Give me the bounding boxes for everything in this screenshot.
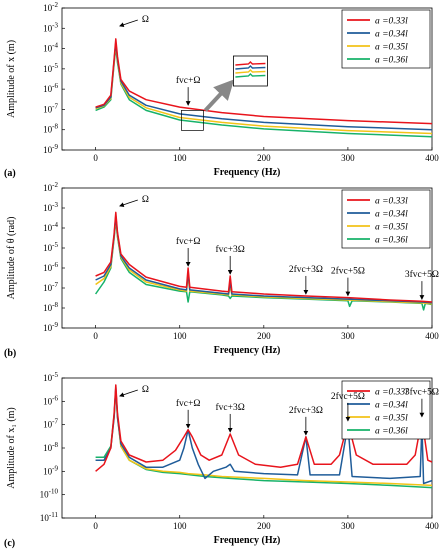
y-tick-label: 10-8 [43, 441, 58, 453]
y-tick-label: 10-10 [40, 488, 59, 500]
chart-panel-1: 10-9 10-8 10-7 10-6 10-5 10-4 10-3 10-2 0 100 200 3… [4, 1, 439, 179]
y-tick-label: 10-8 [43, 301, 58, 313]
y-tick-label: 10-3 [43, 201, 58, 213]
legend-entry: a =0.34l [375, 210, 408, 220]
y-tick-label: 10-5 [43, 371, 58, 383]
series-line-1 [95, 211, 432, 303]
x-tick-label: 200 [257, 331, 271, 341]
x-tick-label: 0 [93, 331, 98, 341]
legend-entry: a =0.34l [375, 401, 408, 411]
annotation-label: fvc+3Ω [216, 244, 245, 255]
zoom-region-box [181, 110, 204, 131]
x-tick-label: 300 [341, 521, 355, 531]
annotation-label: fvc+Ω [176, 75, 201, 86]
legend-entry: a =0.35l [375, 223, 408, 233]
x-tick-label: 0 [93, 153, 98, 163]
annotation-label: 3fvc+5Ω [405, 387, 439, 398]
panel-label: (a) [4, 168, 16, 179]
y-tick-label: 10-7 [43, 418, 58, 430]
annotation-label: 2fvc+3Ω [289, 405, 323, 416]
plot-frame [61, 187, 433, 329]
legend-entry: a =0.36l [375, 427, 408, 437]
annotation-arrow [119, 389, 138, 398]
y-tick-label: 10-6 [43, 394, 58, 406]
x-tick-label: 300 [341, 331, 355, 341]
y-tick-label: 10-4 [43, 42, 58, 54]
zoom-arrow [203, 79, 235, 112]
y-tick-label: 10-9 [43, 321, 58, 333]
legend-entry: a =0.35l [375, 43, 408, 53]
y-tick-label: 10-5 [43, 241, 58, 253]
y-tick-label: 10-6 [43, 261, 58, 273]
annotation-label: 2fvc+5Ω [331, 266, 365, 277]
x-tick-label: 100 [173, 521, 187, 531]
y-axis-label: Amplitude of θ (rad) [6, 217, 17, 300]
annotation-label: fvc+3Ω [216, 402, 245, 413]
x-tick-label: 200 [257, 521, 271, 531]
y-tick-label: 10-2 [43, 1, 58, 13]
x-tick-label: 200 [257, 153, 271, 163]
series-line-1 [95, 38, 432, 125]
annotation-label: Ω [142, 385, 149, 395]
y-axis-label: Amplitude of x (m) [6, 40, 17, 118]
zoom-inset-line [235, 73, 266, 78]
panel-label: (c) [4, 538, 15, 549]
y-tick-label: 10-8 [43, 123, 58, 135]
y-tick-label: 10-5 [43, 62, 58, 74]
legend-entry: a =0.33l [375, 17, 408, 27]
x-axis-label: Frequency (Hz) [214, 535, 281, 546]
y-tick-label: 10-3 [43, 21, 58, 33]
legend-entry: a =0.34l [375, 30, 408, 40]
legend-entry: a =0.36l [375, 236, 408, 246]
y-tick-label: 10-6 [43, 82, 58, 94]
annotation-label: 2fvc+3Ω [289, 264, 323, 275]
x-tick-label: 100 [173, 331, 187, 341]
legend-entry: a =0.36l [375, 56, 408, 66]
zoom-inset-line [235, 61, 266, 66]
zoom-inset-line [235, 65, 266, 70]
x-tick-label: 400 [425, 521, 439, 531]
annotation-label: 3fvc+5Ω [405, 269, 439, 280]
y-tick-label: 10-2 [43, 181, 58, 193]
y-tick-label: 10-9 [43, 143, 58, 155]
x-tick-label: 400 [425, 153, 439, 163]
y-tick-label: 10-4 [43, 221, 58, 233]
annotation-label: Ω [142, 195, 149, 205]
y-tick-label: 10-11 [40, 511, 59, 523]
panel-label: (b) [4, 348, 16, 359]
y-tick-label: 10-7 [43, 102, 58, 114]
x-tick-label: 0 [93, 521, 98, 531]
x-tick-label: 100 [173, 153, 187, 163]
annotation-arrow [119, 19, 138, 28]
legend-entry: a =0.33l [375, 197, 408, 207]
annotation-label: Ω [142, 15, 149, 25]
annotation-label: 2fvc+5Ω [331, 391, 365, 402]
chart-panel-3: 10-11 10-10 10-9 10-8 10-7 10-6 10-5 0 100 200 300… [4, 371, 439, 549]
chart-panel-2: 10-9 10-8 10-7 10-6 10-5 10-4 10-3 10-2 0 100 200 3… [4, 181, 439, 359]
x-axis-label: Frequency (Hz) [214, 167, 281, 178]
x-tick-label: 300 [341, 153, 355, 163]
annotation-label: fvc+Ω [176, 236, 201, 247]
y-axis-label: Amplitude of x₁ (m) [6, 407, 17, 489]
series-line-1 [95, 384, 432, 472]
plot-frame [61, 7, 433, 151]
legend-entry: a =0.33l [375, 388, 408, 398]
annotation-arrow [119, 199, 138, 208]
y-tick-label: 10-7 [43, 281, 58, 293]
annotation-label: fvc+Ω [176, 398, 201, 409]
zoom-inset-line [235, 69, 266, 74]
legend-entry: a =0.35l [375, 414, 408, 424]
x-tick-label: 400 [425, 331, 439, 341]
y-tick-label: 10-9 [43, 464, 58, 476]
x-axis-label: Frequency (Hz) [214, 345, 281, 356]
